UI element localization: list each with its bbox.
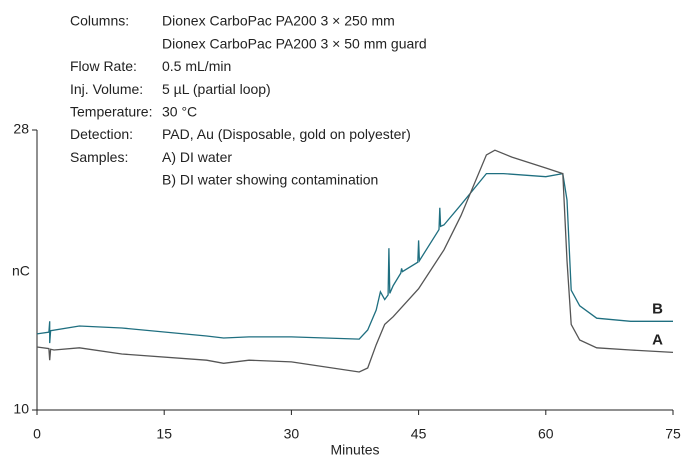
y-tick-label: 28 — [13, 121, 29, 137]
condition-text: A) DI water — [162, 149, 232, 165]
condition-text: Dionex CarboPac PA200 3 × 50 mm guard — [162, 35, 427, 51]
y-axis-label: nC — [12, 263, 30, 279]
condition-text: Dionex CarboPac PA200 3 × 250 mm — [162, 13, 395, 29]
x-tick-label: 0 — [33, 426, 41, 442]
x-axis-label: Minutes — [330, 442, 379, 458]
condition-text: B) DI water showing contamination — [162, 172, 378, 188]
condition-text: 5 µL (partial loop) — [162, 81, 271, 97]
x-tick-label: 75 — [665, 426, 681, 442]
x-tick-label: 60 — [538, 426, 554, 442]
condition-text: 0.5 mL/min — [162, 58, 231, 74]
condition-label: Temperature: — [70, 104, 152, 120]
condition-label: Detection: — [70, 126, 133, 142]
x-tick-label: 45 — [411, 426, 427, 442]
series-label: A — [652, 331, 663, 348]
condition-label: Columns: — [70, 13, 129, 29]
condition-label: Flow Rate: — [70, 58, 137, 74]
condition-label: Inj. Volume: — [70, 81, 143, 97]
series-line — [36, 149, 674, 373]
x-tick-label: 15 — [156, 426, 172, 442]
condition-label: Samples: — [70, 149, 128, 165]
x-tick-label: 30 — [284, 426, 300, 442]
condition-text: PAD, Au (Disposable, gold on polyester) — [162, 126, 411, 142]
series-label: B — [652, 300, 663, 317]
condition-text: 30 °C — [162, 104, 197, 120]
series-line — [36, 172, 673, 344]
y-tick-label: 10 — [13, 401, 29, 417]
